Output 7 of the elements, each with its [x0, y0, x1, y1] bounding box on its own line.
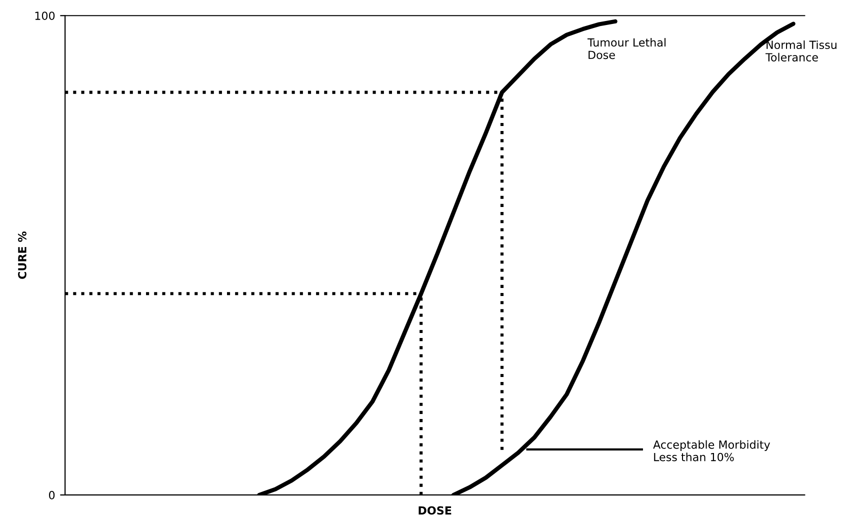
x-axis-title: DOSE	[418, 506, 452, 515]
annotation: Acceptable Morbidity Less than 10%	[653, 440, 770, 462]
series-label: Normal Tissu Tolerance	[766, 40, 836, 62]
series-label: Tumour Lethal Dose	[587, 38, 666, 60]
y-tick-label: 100	[35, 12, 55, 20]
y-tick-label: 0	[48, 490, 55, 500]
y-axis-title: CURE %	[18, 231, 26, 279]
